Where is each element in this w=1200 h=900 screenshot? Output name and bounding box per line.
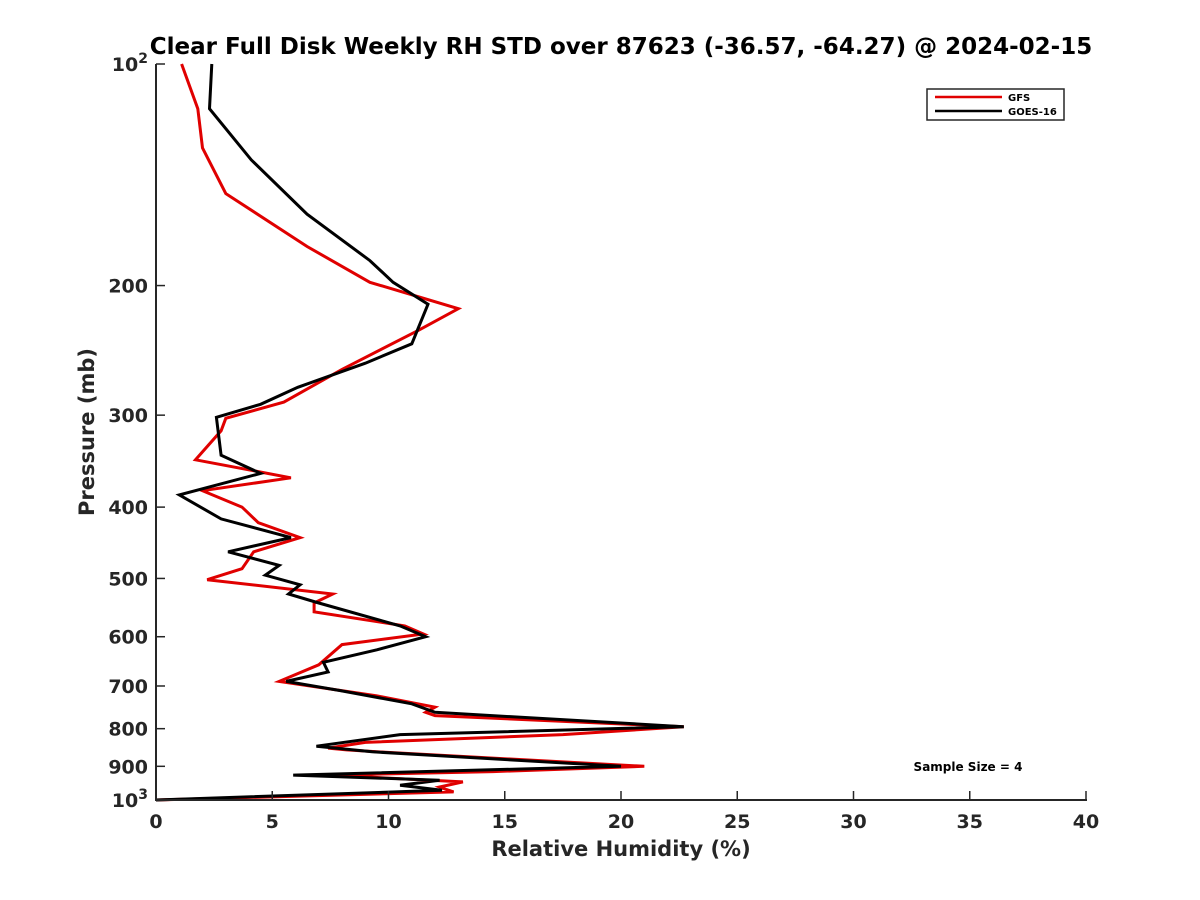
y-tick-label: 600 (108, 627, 148, 649)
y-tick-label: 800 (108, 719, 148, 741)
x-tick-label: 25 (724, 811, 750, 833)
legend: GFS GOES-16 (926, 88, 1065, 121)
x-tick-label: 40 (1073, 811, 1099, 833)
plot-area: 0 5 10 15 20 25 30 35 40 102 200 300 400 500 600 700 80… (108, 51, 1099, 833)
x-tick-label: 5 (266, 811, 279, 833)
y-tick-label: 300 (108, 405, 148, 427)
x-axis-label: Relative Humidity (%) (491, 837, 750, 861)
y-tick-label: 103 (112, 787, 148, 812)
y-tick-label: 500 (108, 568, 148, 590)
chart-title: Clear Full Disk Weekly RH STD over 87623… (150, 34, 1092, 60)
legend-label-gfs: GFS (1008, 93, 1030, 104)
y-tick-label: 900 (108, 756, 148, 778)
x-tick-label: 20 (608, 811, 634, 833)
x-ticks: 0 5 10 15 20 25 30 35 40 (149, 791, 1099, 833)
legend-label-goes16: GOES-16 (1008, 107, 1057, 118)
y-axis-label: Pressure (mb) (75, 348, 99, 516)
y-tick-label: 700 (108, 676, 148, 698)
series-layer (155, 63, 684, 802)
series-line-goes16 (155, 63, 684, 802)
sample-size-annotation: Sample Size = 4 (914, 760, 1023, 774)
y-ticks: 102 200 300 400 500 600 700 800 900 103 (108, 51, 165, 812)
y-tick-label: 200 (108, 276, 148, 298)
legend-box (926, 88, 1065, 121)
x-tick-label: 10 (375, 811, 401, 833)
x-tick-label: 0 (149, 811, 162, 833)
x-tick-label: 15 (492, 811, 518, 833)
x-tick-label: 35 (957, 811, 983, 833)
y-tick-label: 102 (112, 51, 148, 76)
y-tick-label: 400 (108, 497, 148, 519)
x-tick-label: 30 (840, 811, 866, 833)
